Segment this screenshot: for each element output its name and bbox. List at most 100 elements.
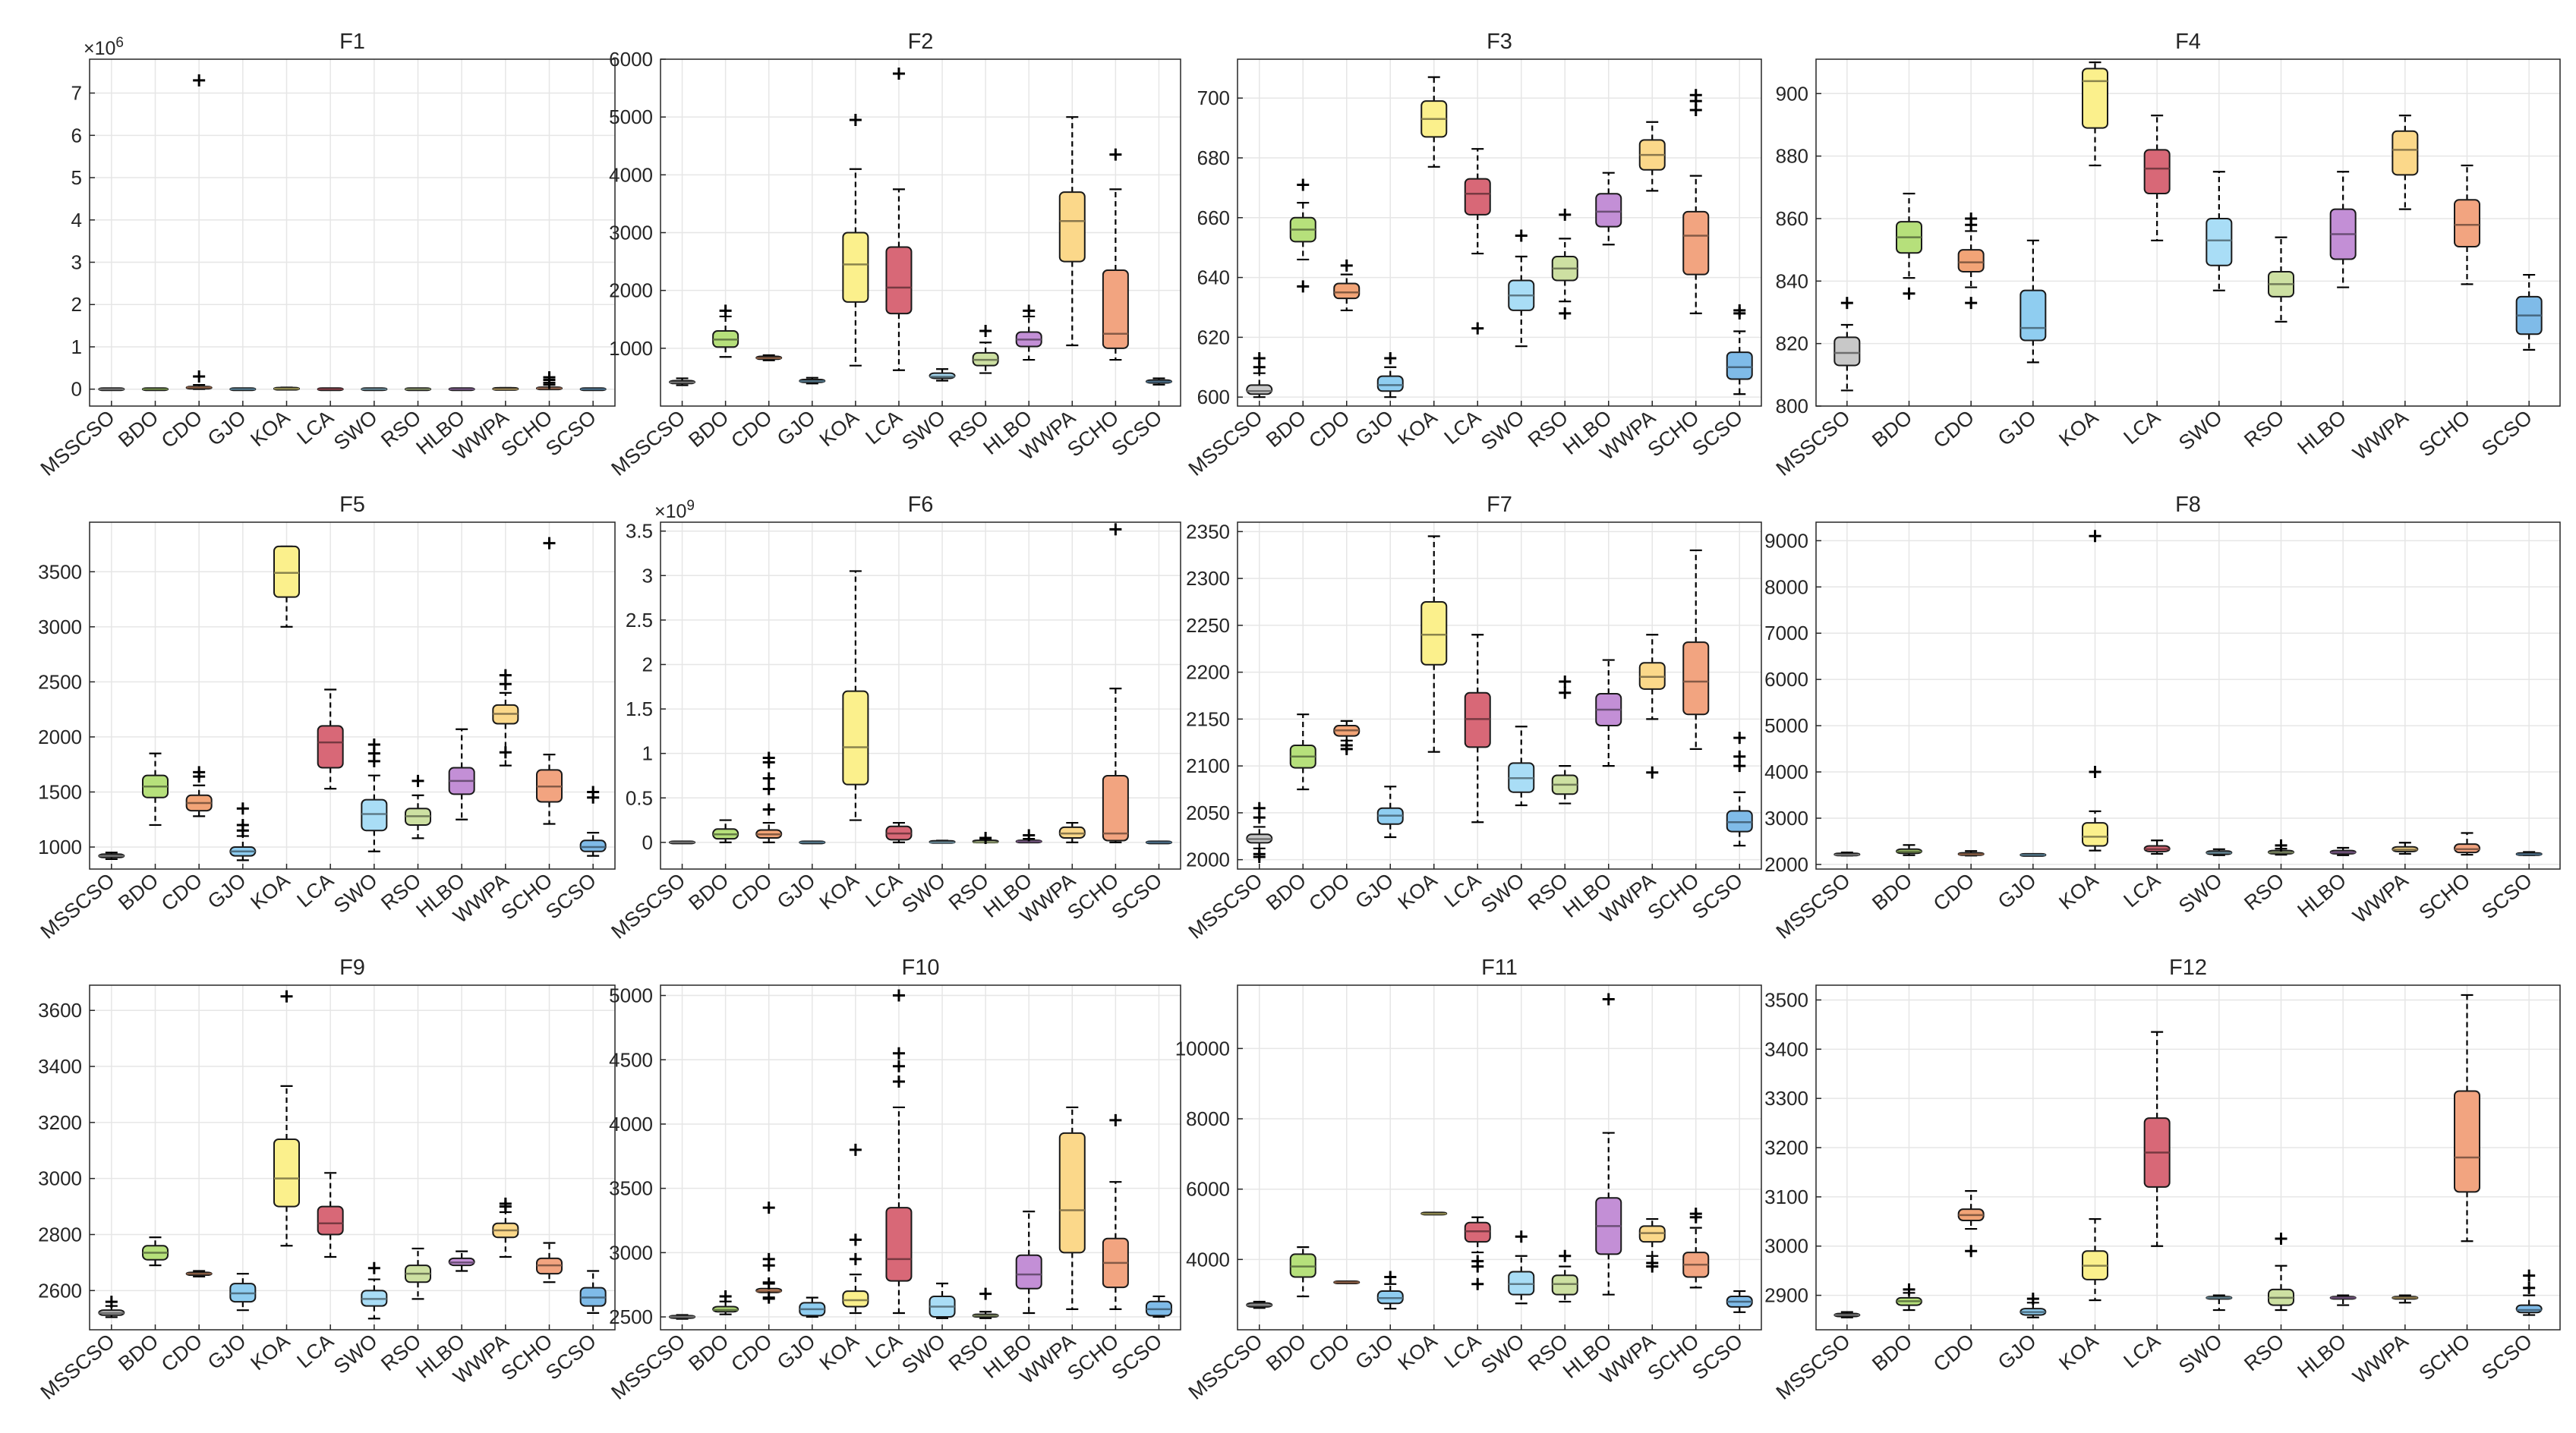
x-tick-label: SCHO <box>1644 869 1704 924</box>
box-swo <box>2206 848 2233 856</box>
x-tick-label: MSSCSO <box>607 406 689 480</box>
box-msscso <box>669 840 696 845</box>
outlier-marker <box>979 831 992 844</box>
outlier-marker <box>411 774 424 787</box>
box-gjo <box>229 802 257 861</box>
box-iqr <box>1420 600 1448 666</box>
y-tick-label: 2350 <box>1186 520 1230 543</box>
outlier-marker <box>280 990 293 1003</box>
axes-frame <box>1815 58 2561 407</box>
box-scso <box>2515 273 2543 351</box>
outlier-marker <box>193 766 206 779</box>
outlier-marker <box>849 113 862 126</box>
y-tick-label: 2600 <box>38 1279 82 1302</box>
y-tick-label: 1500 <box>38 780 82 803</box>
axis-exponent: ×106 <box>84 35 124 59</box>
chart-f2: 1000 2000 3000 4000 5000 6000 MSSCSOBDOCDOGJOK… <box>607 30 1181 480</box>
outlier-marker <box>1903 1283 1915 1296</box>
box-cdo <box>1333 720 1361 755</box>
box-scho <box>1102 523 1129 843</box>
box-iqr <box>1833 336 1861 367</box>
box-gjo <box>2019 852 2047 857</box>
chart-f10: 2500 3000 3500 4000 4500 5000 MSSCSOBDOCDOGJOK… <box>607 956 1181 1404</box>
box-iqr <box>1246 384 1273 395</box>
box-koa <box>842 570 869 821</box>
x-tick-label: SCHO <box>497 406 557 461</box>
box-gjo <box>229 387 257 392</box>
chart-title: F2 <box>908 30 934 54</box>
outlier-marker <box>2523 1269 2536 1282</box>
x-tick-label: CDO <box>1929 869 1979 916</box>
x-tick-label: SWO <box>329 869 382 918</box>
box-scho <box>1682 1208 1710 1289</box>
box-cdo <box>755 1202 783 1304</box>
chart-title: F1 <box>339 30 365 54</box>
outlier-marker <box>762 751 775 764</box>
outlier-marker <box>892 1060 905 1072</box>
outlier-marker <box>2275 1233 2288 1246</box>
box-iqr <box>842 690 869 786</box>
x-tick-label: KOA <box>2054 869 2102 915</box>
outlier-marker <box>1384 1271 1397 1283</box>
x-tick-label: WWPA <box>2348 1330 2412 1389</box>
box-iqr <box>2515 1304 2543 1314</box>
y-tick-label: 2200 <box>1186 661 1230 684</box>
outlier-marker <box>1471 322 1484 335</box>
box-msscso <box>1833 851 1861 857</box>
box-iqr <box>1726 351 1753 380</box>
outlier-marker <box>1559 686 1572 699</box>
box-iqr <box>273 545 300 598</box>
x-tick-label: CDO <box>727 406 776 453</box>
outlier-marker <box>1515 229 1528 242</box>
axes-frame <box>1815 521 2561 870</box>
box-scho <box>536 1242 563 1283</box>
chart-title: F8 <box>2175 493 2201 517</box>
chart-title: F5 <box>339 493 365 517</box>
x-tick-label: CDO <box>157 1330 207 1377</box>
x-tick-label: GJO <box>203 869 251 914</box>
chart-title: F4 <box>2175 30 2201 54</box>
outlier-marker <box>587 786 600 798</box>
y-tick-label: 3000 <box>38 616 82 638</box>
y-tick-label: 4000 <box>609 1113 653 1135</box>
outlier-marker <box>1559 1249 1572 1262</box>
y-tick-label: 3500 <box>609 1177 653 1200</box>
box-rso <box>1551 1249 1578 1303</box>
y-tick-label: 10000 <box>1175 1037 1230 1060</box>
box-msscso <box>98 1296 125 1318</box>
x-tick-label: SWO <box>2174 1330 2227 1378</box>
outlier-marker <box>1903 287 1915 300</box>
x-tick-label: CDO <box>1929 406 1979 453</box>
x-tick-label: BDO <box>684 406 733 452</box>
x-tick-label: SCHO <box>497 869 557 924</box>
box-iqr <box>1957 249 1985 272</box>
box-scso <box>1145 1295 1172 1318</box>
box-wwpa <box>2392 1294 2419 1304</box>
y-tick-label: 6 <box>71 124 82 146</box>
box-cdo <box>1333 1280 1361 1284</box>
x-tick-label: CDO <box>727 869 776 916</box>
box-bdo <box>1896 192 1922 300</box>
box-lca <box>885 68 913 371</box>
y-tick-label: 2900 <box>1764 1284 1808 1307</box>
box-scho <box>2454 164 2480 285</box>
y-tick-label: 2050 <box>1186 802 1230 824</box>
chart-f7: 2000 2050 2100 2150 2200 2250 2300 2350 MSSCSOBD… <box>1184 493 1762 943</box>
box-iqr <box>885 1207 913 1282</box>
outlier-marker <box>2523 1281 2536 1294</box>
box-rso <box>2268 236 2294 323</box>
y-tick-label: 3500 <box>38 560 82 583</box>
outlier-marker <box>1559 208 1572 221</box>
box-gjo <box>2019 239 2047 364</box>
x-tick-label: SCSO <box>1688 1330 1747 1384</box>
chart-title: F11 <box>1481 956 1518 980</box>
box-swo <box>929 368 956 382</box>
box-rso <box>405 774 431 839</box>
x-tick-label: SWO <box>897 1330 950 1378</box>
box-hlbo <box>2329 846 2357 856</box>
box-scho <box>1102 148 1129 361</box>
box-hlbo <box>1595 172 1622 246</box>
box-wwpa <box>2392 842 2419 855</box>
box-rso <box>972 1287 999 1319</box>
x-tick-label: SCSO <box>1107 869 1166 924</box>
